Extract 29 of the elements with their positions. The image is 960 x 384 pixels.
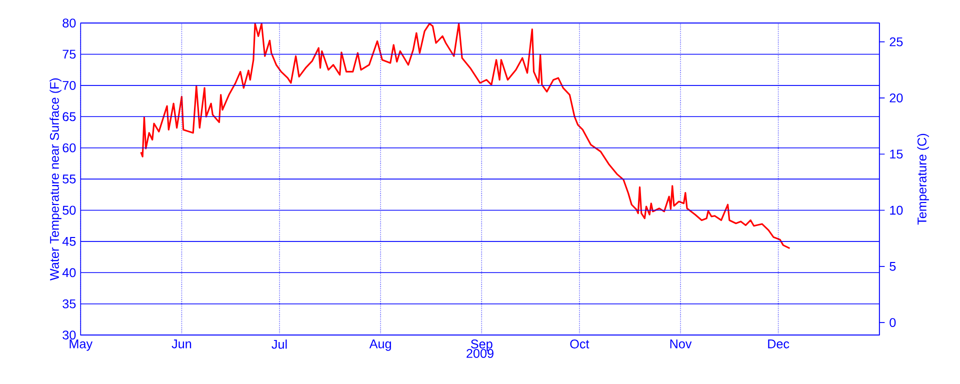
y-tick-label: 70 (62, 80, 76, 90)
y-axis-title: Water Temperature near Surface (F) (50, 78, 62, 280)
y-tick-label: 60 (62, 143, 76, 152)
y-tick-label: 40 (62, 268, 76, 278)
x-tick-label: Aug (369, 340, 391, 351)
y-tick-label: 65 (62, 112, 76, 122)
y-tick-label: 80 (62, 18, 76, 28)
y2-tick-label: 0 (890, 318, 896, 328)
y2-tick-label: 15 (890, 150, 903, 159)
x-tick-label: Nov (670, 340, 692, 348)
line-series (140, 23, 791, 250)
y2-tick-label: 5 (890, 262, 896, 271)
y-tick-label: 55 (62, 174, 76, 184)
x-tick-label: Sep (470, 340, 492, 351)
x-tick-label: Oct (570, 340, 590, 348)
x-tick-label: May (70, 340, 93, 351)
y2-tick-label: 20 (890, 93, 903, 102)
y-tick-label: 45 (62, 237, 76, 246)
y-tick-label: 50 (62, 206, 76, 215)
y-tick-label: 35 (62, 299, 76, 308)
x-tick-label: Jul (272, 340, 287, 349)
x-tick-label: Dec (768, 340, 790, 348)
y2-tick-label: 10 (890, 206, 903, 215)
y-tick-label: 30 (62, 330, 76, 340)
y2-axis-title: Temperature (C) (917, 134, 929, 225)
x-tick-label: Jun (172, 340, 192, 348)
y-tick-label: 75 (62, 50, 76, 59)
y2-tick-label: 25 (890, 37, 903, 46)
x-axis-title: 2009 (466, 348, 494, 358)
